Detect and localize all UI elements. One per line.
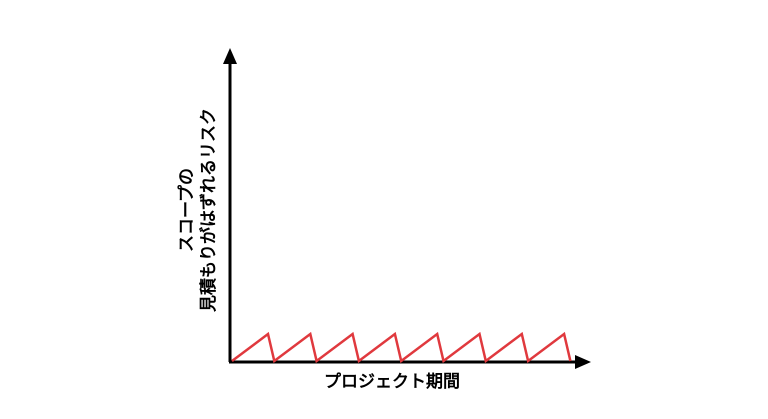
y-axis-label-line1: スコープの xyxy=(176,168,197,252)
y-axis-arrow-icon xyxy=(223,48,237,64)
risk-sawtooth xyxy=(231,331,572,364)
x-axis-label: プロジェクト期間 xyxy=(324,371,460,392)
y-axis-label-line2: 見積もりがはずれるリスク xyxy=(198,108,219,313)
x-axis-arrow-icon xyxy=(575,355,591,369)
risk-sawtooth-line xyxy=(231,331,572,364)
